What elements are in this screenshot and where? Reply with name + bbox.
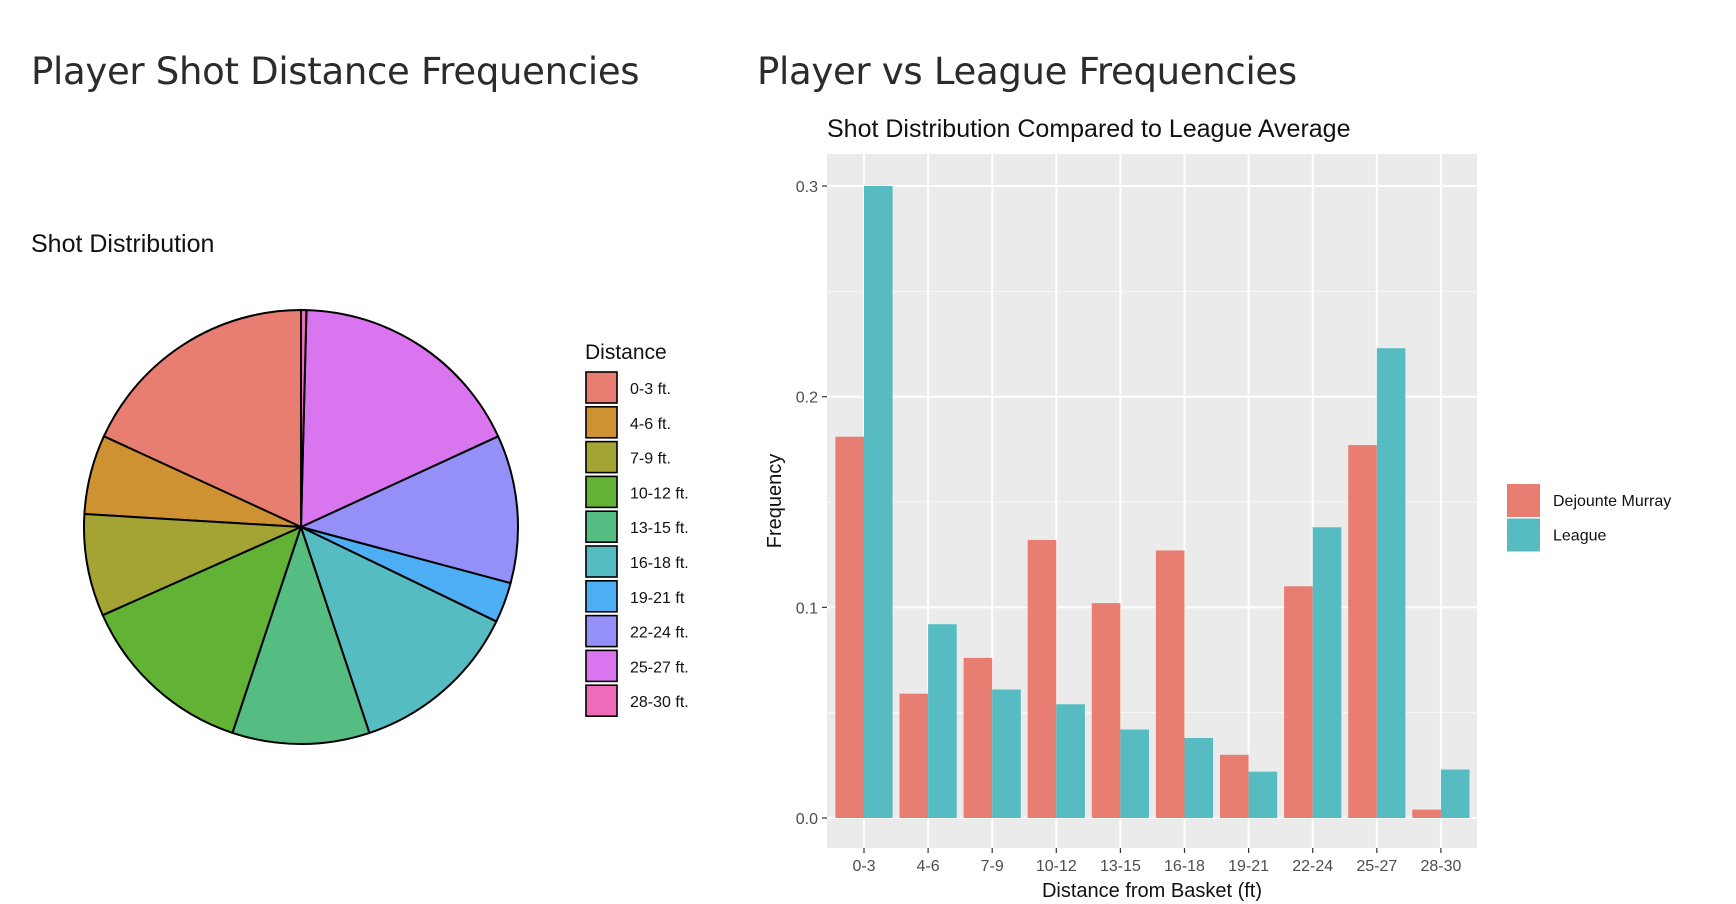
- pie-legend: Distance 0-3 ft. 4-6 ft. 7-9 ft. 10-12 ft. 13…: [585, 341, 689, 718]
- x-tick-label: 7-9: [981, 858, 1004, 875]
- pie-slice-0-3-ft: [102, 309, 302, 528]
- pie-legend-key: [585, 510, 618, 544]
- bar-legend-label: League: [1553, 528, 1606, 545]
- bar-dejounte-murray-22-24: [1284, 586, 1313, 818]
- pie-legend-key: [585, 545, 618, 578]
- bar-league-25-27: [1376, 348, 1406, 818]
- pie-chart-title: Shot Distribution: [31, 230, 215, 258]
- pie-legend-label: 19-21 ft: [630, 590, 685, 607]
- bar-chart-title: Shot Distribution Compared to League Ave…: [827, 115, 1351, 143]
- y-tick-label: 0.0: [796, 811, 818, 828]
- x-tick-label: 28-30: [1420, 858, 1461, 875]
- bar-chart: 0.0 0.1 0.2 0.3 0-3 4-6 7-9 10-12 13-15 16-18 19-2…: [764, 154, 1477, 902]
- y-tick-label: 0.1: [796, 600, 818, 617]
- bar-dejounte-murray-16-18: [1155, 550, 1185, 818]
- pie-slice-22-24-ft: [300, 435, 519, 585]
- pie-legend-key: [585, 649, 618, 683]
- x-tick-label: 16-18: [1164, 858, 1205, 875]
- bar-legend: Dejounte Murray League: [1507, 484, 1671, 552]
- pie-slice-10-12-ft: [101, 526, 302, 734]
- x-tick-label: 22-24: [1292, 858, 1333, 875]
- pie-legend-key: [585, 440, 618, 474]
- pie-chart: [83, 309, 519, 745]
- left-panel-title: Player Shot Distance Frequencies: [31, 50, 640, 93]
- bar-league-19-21: [1248, 771, 1278, 818]
- bar-dejounte-murray-7-9: [963, 657, 993, 818]
- bar-league-22-24: [1312, 527, 1342, 818]
- bar-league-0-3: [864, 186, 893, 818]
- pie-legend-label: 28-30 ft.: [630, 694, 689, 711]
- pie-legend-label: 22-24 ft.: [630, 625, 689, 642]
- pie-legend-key: [585, 684, 618, 718]
- x-tick-label: 25-27: [1356, 858, 1397, 875]
- bar-league-16-18: [1184, 737, 1214, 818]
- pie-legend-label: 4-6 ft.: [630, 416, 671, 433]
- x-tick-label: 0-3: [852, 858, 875, 875]
- bar-league-7-9: [992, 689, 1021, 818]
- right-panel-title: Player vs League Frequencies: [757, 50, 1297, 93]
- bar-dejounte-murray-19-21: [1220, 754, 1249, 818]
- y-tick-label: 0.3: [796, 179, 818, 196]
- pie-legend-key: [585, 475, 618, 509]
- x-tick-label: 4-6: [917, 858, 940, 875]
- pie-slice-13-15-ft: [231, 526, 371, 745]
- pie-legend-label: 7-9 ft.: [630, 451, 671, 468]
- pie-legend-label: 16-18 ft.: [630, 555, 689, 572]
- bar-legend-key: [1507, 484, 1540, 517]
- pie-legend-label: 25-27 ft.: [630, 659, 689, 676]
- pie-slice-16-18-ft: [300, 526, 498, 734]
- bar-legend-key: [1507, 518, 1540, 552]
- x-tick-label: 10-12: [1036, 858, 1077, 875]
- pie-legend-label: 13-15 ft.: [630, 520, 689, 537]
- pie-legend-label: 10-12 ft.: [630, 485, 689, 502]
- bar-legend-label: Dejounte Murray: [1553, 493, 1671, 510]
- pie-slice-7-9-ft: [83, 513, 302, 617]
- bar-league-10-12: [1056, 704, 1085, 818]
- pie-legend-key: [585, 579, 618, 613]
- bar-league-13-15: [1120, 729, 1149, 818]
- pie-legend-key: [585, 614, 618, 648]
- pie-legend-title: Distance: [585, 341, 667, 364]
- bar-dejounte-murray-25-27: [1348, 445, 1377, 818]
- bar-league-4-6: [928, 624, 957, 818]
- y-tick-label: 0.2: [796, 390, 818, 407]
- bar-dejounte-murray-13-15: [1091, 603, 1121, 818]
- bar-dejounte-murray-0-3: [835, 436, 864, 818]
- y-axis-title: Frequency: [764, 454, 786, 549]
- pie-legend-key: [585, 371, 618, 404]
- bar-dejounte-murray-10-12: [1027, 539, 1057, 818]
- pie-legend-key: [585, 405, 618, 439]
- bar-dejounte-murray-4-6: [899, 693, 929, 818]
- x-axis-title: Distance from Basket (ft): [1042, 880, 1262, 902]
- pie-legend-label: 0-3 ft.: [630, 381, 671, 398]
- pie-slice-25-27-ft: [300, 309, 500, 528]
- x-tick-label: 19-21: [1228, 858, 1269, 875]
- x-tick-label: 13-15: [1100, 858, 1141, 875]
- bar-dejounte-murray-28-30: [1412, 809, 1441, 818]
- bar-league-28-30: [1440, 769, 1470, 818]
- pie-slice-28-30-ft: [300, 309, 308, 528]
